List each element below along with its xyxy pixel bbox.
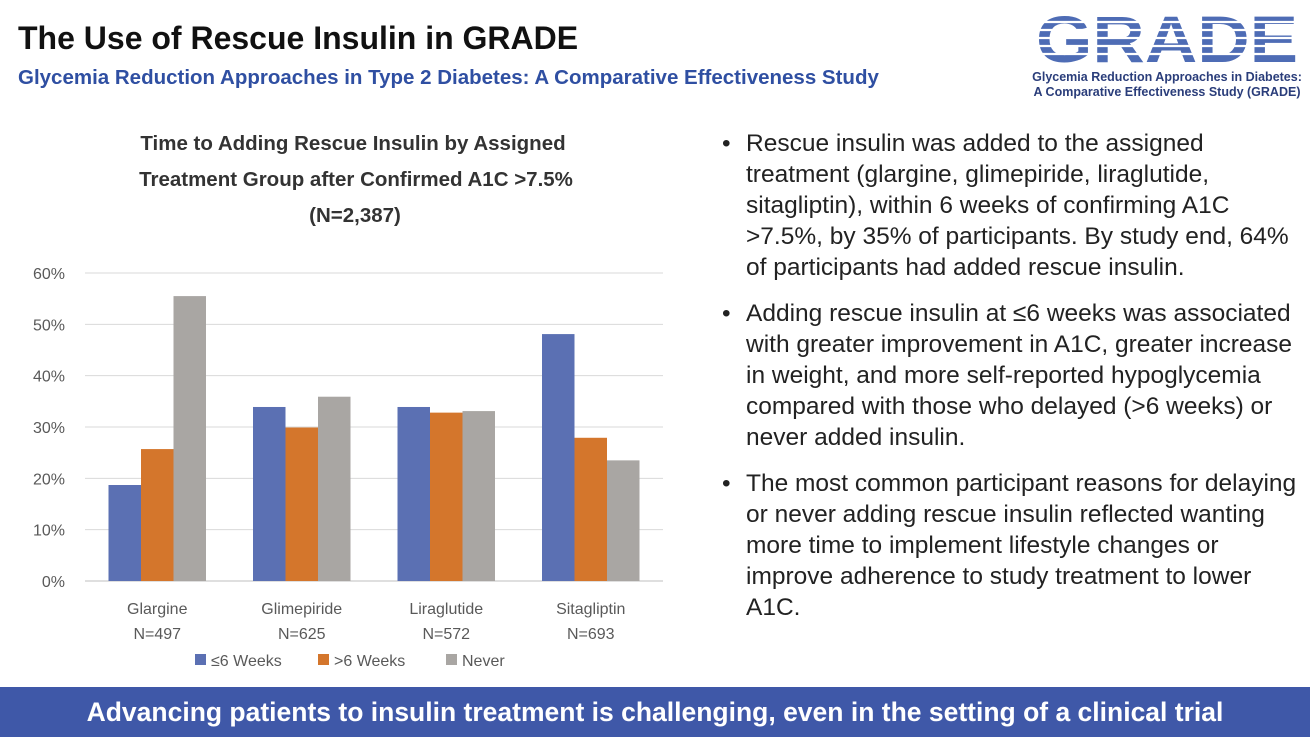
x-category-label: Glimepiride <box>261 601 342 618</box>
bar <box>173 296 206 581</box>
bar <box>430 412 463 581</box>
y-tick-label: 10% <box>33 523 65 540</box>
chart-bars <box>108 296 640 581</box>
y-axis-tick-labels: 0% 10% 20% 30% 40% 50% 60% <box>33 266 65 591</box>
chart-legend: ≤6 Weeks >6 Weeks Never <box>195 653 505 670</box>
legend-swatch <box>318 654 329 665</box>
logo-stripes <box>1028 20 1306 56</box>
chart-title-line3: (N=2,387) <box>309 204 401 227</box>
x-category-n-label: N=625 <box>278 626 326 643</box>
x-category-n-label: N=497 <box>133 626 181 643</box>
bullet-marker: • <box>722 470 731 497</box>
x-category-label: Sitagliptin <box>556 601 625 618</box>
bar <box>253 406 286 581</box>
logo-caption-line1: Glycemia Reduction Approaches in Diabete… <box>1032 70 1302 84</box>
y-tick-label: 30% <box>33 420 65 437</box>
bullet-marker: • <box>722 130 731 157</box>
bar <box>108 485 141 581</box>
x-category-label: Liraglutide <box>409 601 483 618</box>
x-category-label: Glargine <box>127 601 188 618</box>
legend-label: ≤6 Weeks <box>211 653 282 670</box>
x-category-n-label: N=693 <box>567 626 615 643</box>
finding-text-1: Rescue insulin was added to the assigned… <box>746 130 1289 281</box>
chart-title-line2: Treatment Group after Confirmed A1C >7.5… <box>139 168 573 191</box>
grade-logo: GRADE Glycemia Reduction Approaches in D… <box>1028 8 1306 104</box>
y-tick-label: 20% <box>33 471 65 488</box>
legend-swatch <box>195 654 206 665</box>
y-tick-label: 40% <box>33 369 65 386</box>
x-category-n-label: N=572 <box>422 626 470 643</box>
bar <box>397 406 430 581</box>
bullet-marker: • <box>722 300 731 327</box>
bar <box>542 334 575 581</box>
chart-title-line1: Time to Adding Rescue Insulin by Assigne… <box>140 132 565 155</box>
legend-swatch <box>446 654 457 665</box>
bar <box>285 427 318 581</box>
bar <box>141 449 174 581</box>
y-tick-label: 50% <box>33 317 65 334</box>
finding-text-2: Adding rescue insulin at ≤6 weeks was as… <box>746 300 1293 451</box>
legend-label: Never <box>462 653 505 670</box>
bar <box>318 396 351 581</box>
finding-text-3: The most common participant reasons for … <box>746 470 1297 621</box>
rescue-insulin-bar-chart: Time to Adding Rescue Insulin by Assigne… <box>33 132 663 670</box>
chart-title: Time to Adding Rescue Insulin by Assigne… <box>139 132 573 227</box>
bar <box>607 460 640 581</box>
finding-bullet-1: • Rescue insulin was added to the assigne… <box>722 128 1302 283</box>
finding-bullet-2: • Adding rescue insulin at ≤6 weeks was a… <box>722 298 1302 453</box>
grade-logo-word: GRADE <box>1028 8 1306 70</box>
finding-bullet-3: • The most common participant reasons for… <box>722 468 1302 623</box>
legend-label: >6 Weeks <box>334 653 405 670</box>
footer-text: Advancing patients to insulin treatment … <box>86 697 1224 727</box>
grade-logo-caption: Glycemia Reduction Approaches in Diabete… <box>1028 70 1306 100</box>
bar <box>462 411 495 581</box>
page-subtitle: Glycemia Reduction Approaches in Type 2 … <box>18 66 879 89</box>
page-title: The Use of Rescue Insulin in GRADE <box>18 20 579 56</box>
footer-banner: Advancing patients to insulin treatment … <box>0 687 1310 737</box>
y-tick-label: 0% <box>42 574 65 591</box>
x-axis-category-labels: Glargine N=497 Glimepiride N=625 Liraglutide… <box>127 601 625 643</box>
y-tick-label: 60% <box>33 266 65 283</box>
bar <box>574 437 607 581</box>
logo-caption-line2: A Comparative Effectiveness Study (GRADE… <box>1033 85 1301 99</box>
key-findings-list: • Rescue insulin was added to the assigne… <box>722 128 1302 638</box>
